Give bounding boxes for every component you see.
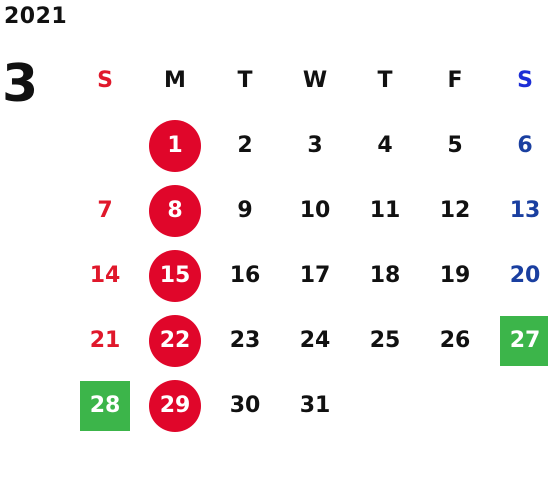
day-number: 15: [159, 263, 191, 288]
day-cell-empty: [350, 373, 420, 438]
weekday-fri: F: [447, 68, 463, 93]
day-number: 7: [97, 198, 113, 223]
day-cell[interactable]: 26: [420, 308, 490, 373]
day-cell[interactable]: 10: [280, 178, 350, 243]
year-label: 2021: [4, 4, 68, 29]
day-number: 28: [89, 393, 121, 418]
day-cell[interactable]: 22: [140, 308, 210, 373]
day-cell[interactable]: 12: [420, 178, 490, 243]
day-number: 19: [439, 263, 471, 288]
day-cell[interactable]: 17: [280, 243, 350, 308]
day-cell[interactable]: 21: [70, 308, 140, 373]
day-number: 22: [159, 328, 191, 353]
day-number: 23: [229, 328, 261, 353]
day-cell[interactable]: 24: [280, 308, 350, 373]
day-cell[interactable]: 15: [140, 243, 210, 308]
day-number: 20: [509, 263, 541, 288]
day-number: 16: [229, 263, 261, 288]
weekday-sun: S: [97, 68, 113, 93]
weekday-tue: T: [237, 68, 253, 93]
day-number: 27: [509, 328, 541, 353]
day-cell[interactable]: 3: [280, 113, 350, 178]
day-number: 24: [299, 328, 331, 353]
day-number: 9: [237, 198, 253, 223]
day-cell[interactable]: 25: [350, 308, 420, 373]
day-cell[interactable]: 13: [490, 178, 548, 243]
day-cell[interactable]: 9: [210, 178, 280, 243]
day-cell[interactable]: 14: [70, 243, 140, 308]
day-number: 30: [229, 393, 261, 418]
day-cell[interactable]: 23: [210, 308, 280, 373]
day-cell[interactable]: 30: [210, 373, 280, 438]
day-cell[interactable]: 29: [140, 373, 210, 438]
day-number: 2: [237, 133, 253, 158]
weekday-wed: W: [302, 68, 328, 93]
day-number: 10: [299, 198, 331, 223]
day-number: 8: [167, 198, 183, 223]
day-cell[interactable]: 27: [490, 308, 548, 373]
day-cell[interactable]: 1: [140, 113, 210, 178]
day-cell[interactable]: 31: [280, 373, 350, 438]
day-number: 1: [167, 133, 183, 158]
day-cell[interactable]: 4: [350, 113, 420, 178]
month-label: 3: [2, 54, 39, 114]
day-number: 18: [369, 263, 401, 288]
weekday-mon: M: [164, 68, 186, 93]
day-number: 14: [89, 263, 121, 288]
weekday-sat: S: [517, 68, 533, 93]
day-cell[interactable]: 8: [140, 178, 210, 243]
day-cell[interactable]: 16: [210, 243, 280, 308]
day-number: 17: [299, 263, 331, 288]
day-cell[interactable]: 11: [350, 178, 420, 243]
day-cell[interactable]: 6: [490, 113, 548, 178]
day-number: 21: [89, 328, 121, 353]
day-number: 13: [509, 198, 541, 223]
day-cell-empty: [490, 373, 548, 438]
day-cell[interactable]: 2: [210, 113, 280, 178]
day-cell-empty: [420, 373, 490, 438]
day-cell[interactable]: 19: [420, 243, 490, 308]
day-cell[interactable]: 28: [70, 373, 140, 438]
day-number: 3: [307, 133, 323, 158]
day-number: 31: [299, 393, 331, 418]
day-number: 25: [369, 328, 401, 353]
day-number: 4: [377, 133, 393, 158]
weekday-thu: T: [377, 68, 393, 93]
day-number: 29: [159, 393, 191, 418]
day-number: 11: [369, 198, 401, 223]
day-number: 5: [447, 133, 463, 158]
day-cell-empty: [70, 113, 140, 178]
day-number: 6: [517, 133, 533, 158]
calendar-grid: S M T W T F S 1 2 3 4 5 6 7 8 9 10 11 12…: [70, 48, 548, 438]
day-cell[interactable]: 18: [350, 243, 420, 308]
day-cell[interactable]: 20: [490, 243, 548, 308]
day-cell[interactable]: 7: [70, 178, 140, 243]
day-number: 12: [439, 198, 471, 223]
day-number: 26: [439, 328, 471, 353]
day-cell[interactable]: 5: [420, 113, 490, 178]
